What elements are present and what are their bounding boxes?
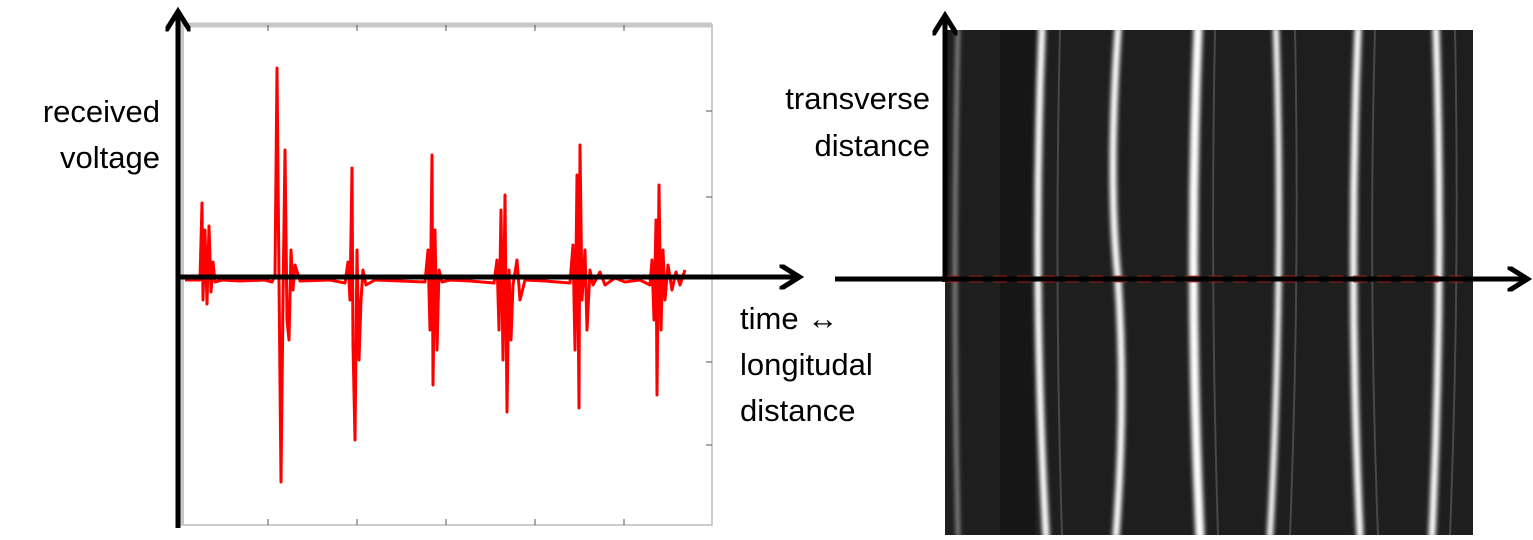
x-label: distance bbox=[740, 393, 855, 428]
x-label: time ↔ bbox=[740, 301, 838, 336]
y-label: voltage bbox=[60, 140, 160, 175]
x-label: longitudal bbox=[740, 347, 873, 382]
y-label: distance bbox=[815, 128, 930, 163]
ticks bbox=[267, 25, 712, 525]
axes bbox=[176, 14, 1525, 528]
right-image bbox=[945, 25, 1473, 540]
y-label: transverse bbox=[785, 81, 930, 116]
y-label: received bbox=[43, 94, 160, 129]
